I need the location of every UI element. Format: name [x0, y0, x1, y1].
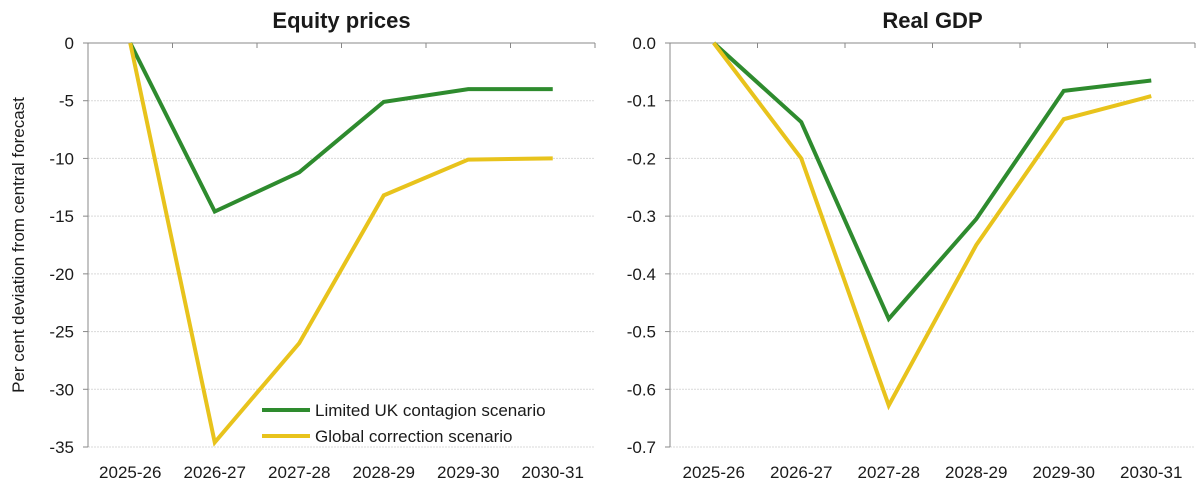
chart-title: Real GDP: [882, 8, 982, 33]
x-tick-label: 2027-28: [268, 463, 330, 482]
y-tick-label: -30: [49, 380, 74, 399]
y-tick-label: -20: [49, 265, 74, 284]
y-tick-label: -0.6: [627, 380, 656, 399]
y-tick-label: -0.2: [627, 149, 656, 168]
y-tick-label: -0.1: [627, 92, 656, 111]
x-tick-label: 2027-28: [858, 463, 920, 482]
chart-title: Equity prices: [272, 8, 410, 33]
x-tick-label: 2026-27: [184, 463, 246, 482]
x-tick-label: 2030-31: [1120, 463, 1182, 482]
x-tick-label: 2028-29: [945, 463, 1007, 482]
x-tick-label: 2029-30: [437, 463, 499, 482]
x-tick-label: 2030-31: [522, 463, 584, 482]
chart-panel-2: Real GDP 0.0 -0.1 -0.2 -0.3 -0.4 -0.5 -0.6 -0.7 2…: [627, 8, 1195, 482]
y-tick-label: -35: [49, 438, 74, 457]
y-tick-label: -0.7: [627, 438, 656, 457]
legend-label: Global correction scenario: [315, 427, 512, 446]
x-tick-label: 2026-27: [770, 463, 832, 482]
y-tick-label: -25: [49, 323, 74, 342]
y-tick-label: -15: [49, 207, 74, 226]
x-tick-label: 2025-26: [99, 463, 161, 482]
series-line-limited-uk-contagion: [714, 43, 1152, 319]
y-tick-label: -10: [49, 149, 74, 168]
y-tick-label: -5: [59, 92, 74, 111]
x-tick-label: 2029-30: [1033, 463, 1095, 482]
series-line-limited-uk-contagion: [130, 43, 553, 212]
y-tick-label: 0.0: [632, 34, 656, 53]
x-tick-label: 2025-26: [683, 463, 745, 482]
y-tick-label: 0: [65, 34, 74, 53]
y-tick-label: -0.3: [627, 207, 656, 226]
series-line-global-correction: [714, 43, 1152, 405]
chart-panel-1: Equity prices 0 -5 -10 -15 -20 -25 -30 -35 2025-2…: [49, 8, 595, 482]
x-tick-label: 2028-29: [353, 463, 415, 482]
y-tick-label: -0.5: [627, 323, 656, 342]
series-line-global-correction: [130, 43, 553, 442]
legend-label: Limited UK contagion scenario: [315, 401, 546, 420]
y-tick-label: -0.4: [627, 265, 656, 284]
legend: Limited UK contagion scenario Global corr…: [262, 401, 546, 446]
y-axis-label: Per cent deviation from central forecast: [9, 97, 28, 393]
